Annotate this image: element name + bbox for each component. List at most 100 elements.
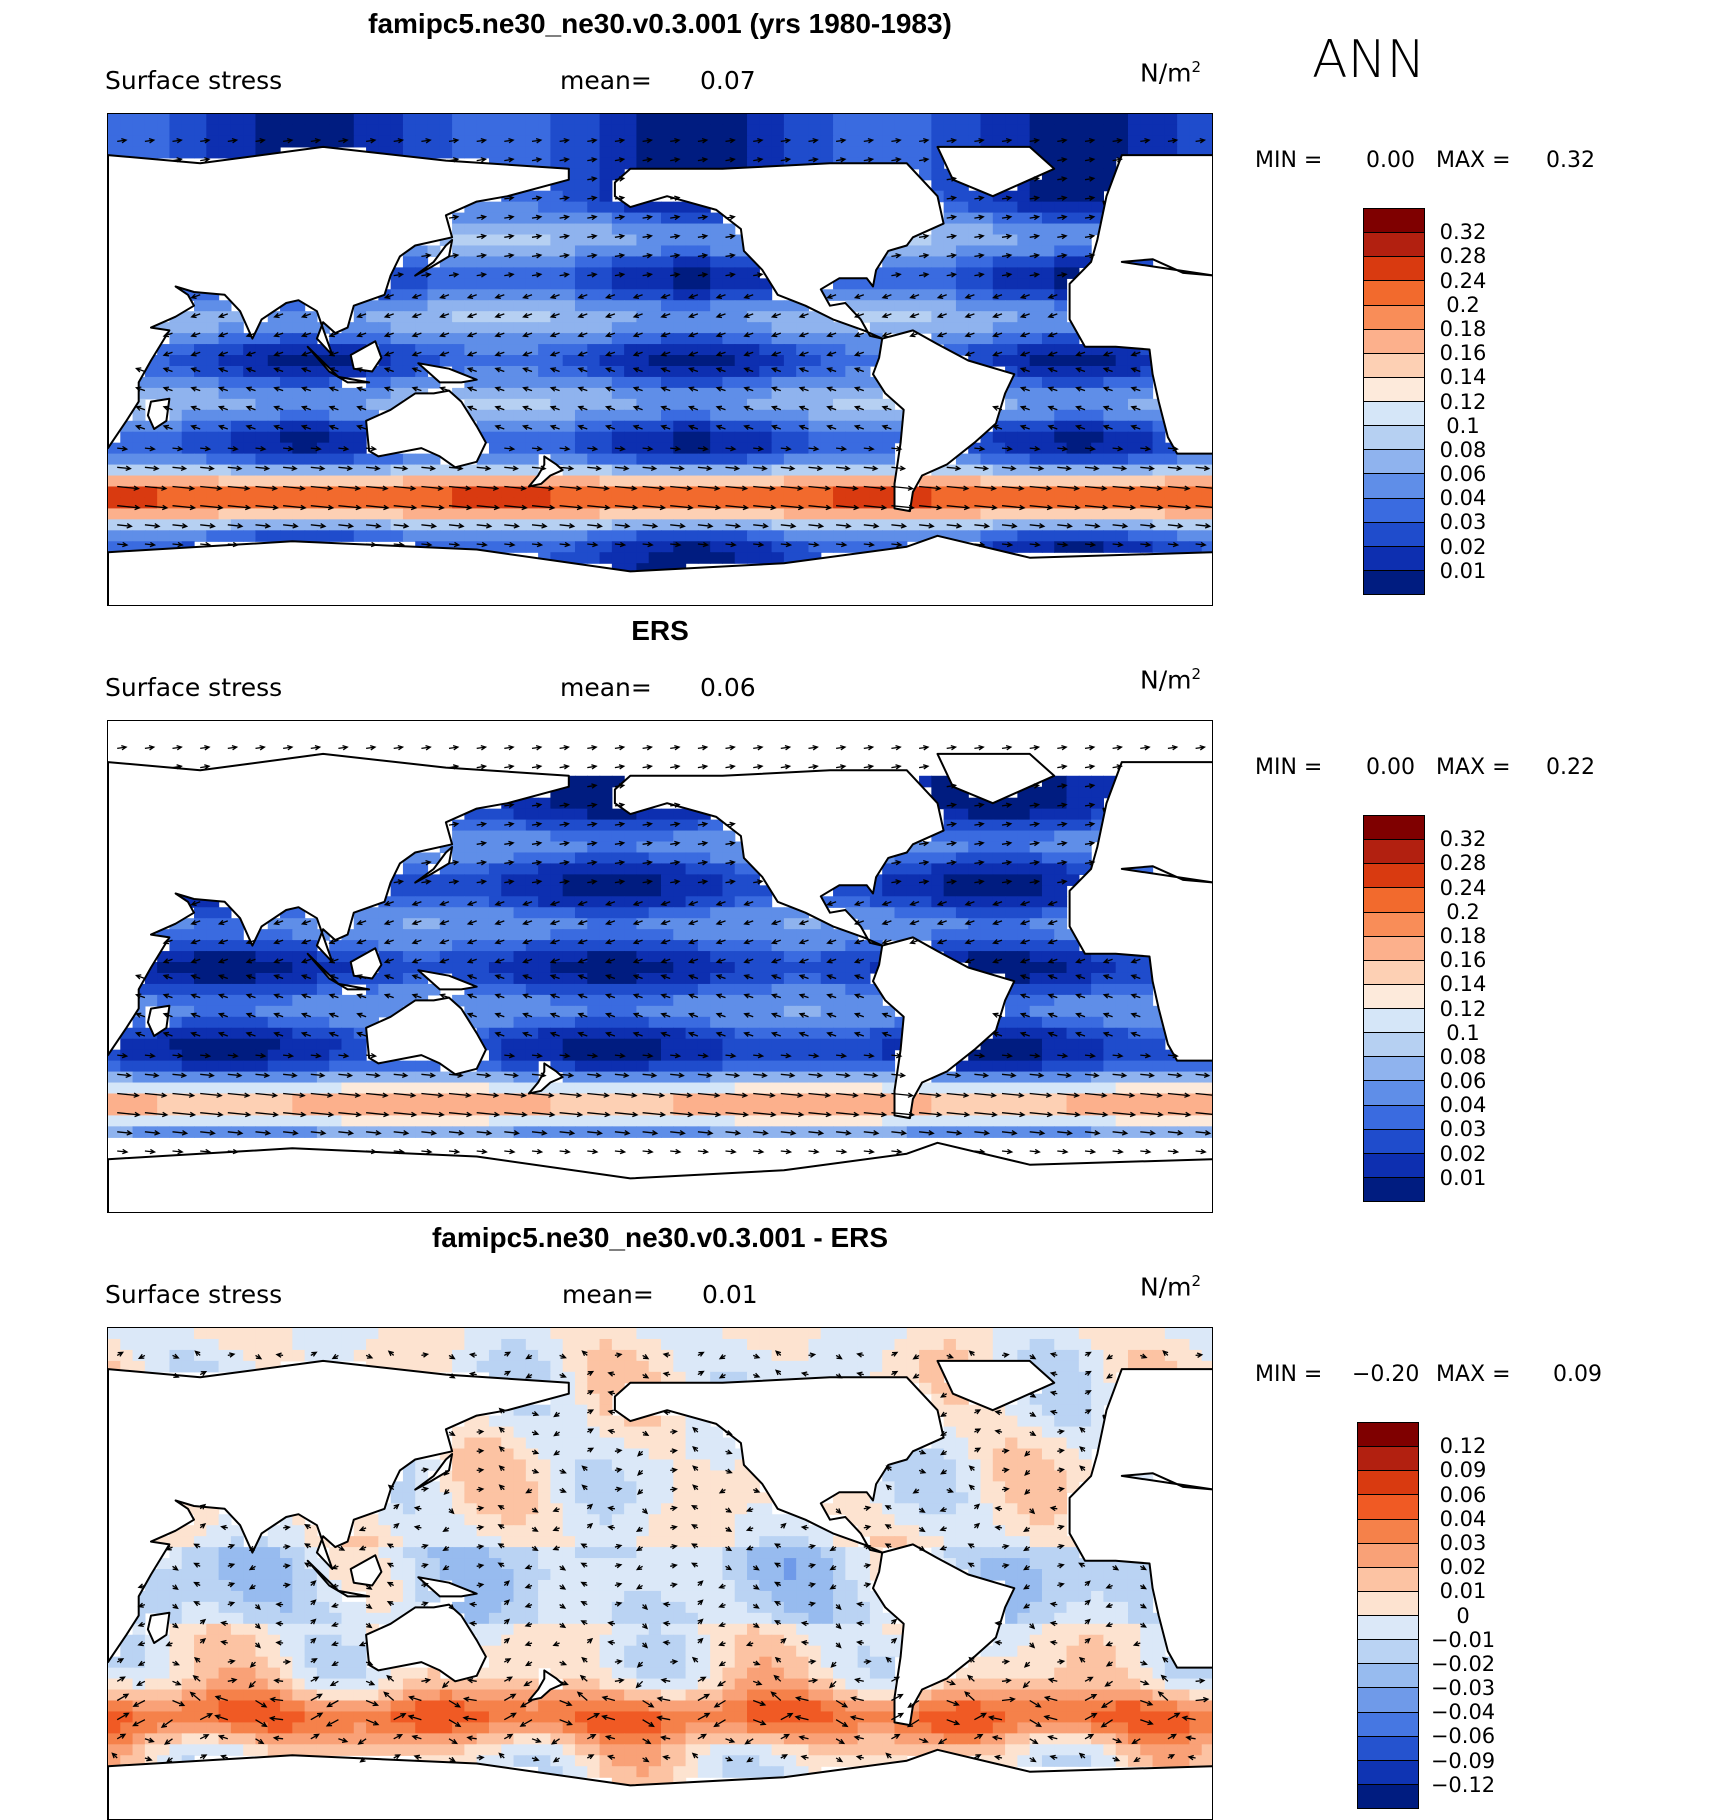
field-cell bbox=[612, 1072, 625, 1084]
field-cell bbox=[858, 508, 871, 520]
field-cell bbox=[784, 344, 797, 356]
field-cell bbox=[1103, 1061, 1116, 1073]
field-cell bbox=[169, 465, 182, 477]
field-cell bbox=[464, 820, 477, 832]
field-cell bbox=[808, 1061, 821, 1073]
field-cell bbox=[968, 497, 981, 509]
field-cell bbox=[1079, 180, 1092, 192]
field-cell bbox=[157, 508, 170, 520]
field-cell bbox=[833, 432, 846, 444]
field-cell bbox=[686, 300, 699, 312]
field-cell bbox=[563, 831, 576, 843]
field-cell bbox=[575, 267, 588, 279]
field-cell bbox=[440, 125, 453, 137]
field-cell bbox=[329, 410, 342, 422]
field-cell bbox=[1189, 497, 1202, 509]
field-cell bbox=[563, 410, 576, 422]
panel-2-variable: Surface stress bbox=[105, 673, 282, 702]
field-cell bbox=[587, 1017, 600, 1029]
field-cell bbox=[169, 1028, 182, 1040]
field-cell bbox=[1103, 410, 1116, 422]
field-cell bbox=[575, 410, 588, 422]
field-cell bbox=[268, 962, 281, 974]
field-cell bbox=[403, 863, 416, 875]
field-cell bbox=[686, 454, 699, 466]
field-cell bbox=[710, 541, 723, 553]
field-cell bbox=[489, 896, 502, 908]
field-cell bbox=[280, 311, 293, 323]
field-cell bbox=[673, 125, 686, 137]
field-cell bbox=[538, 798, 551, 810]
field-cell bbox=[894, 918, 907, 930]
field-cell bbox=[329, 114, 342, 126]
field-cell bbox=[1153, 1083, 1166, 1095]
field-cell bbox=[808, 1083, 821, 1095]
field-cell bbox=[538, 388, 551, 400]
field-cell bbox=[1017, 465, 1030, 477]
field-cell bbox=[808, 399, 821, 411]
field-cell bbox=[366, 465, 379, 477]
field-cell bbox=[919, 508, 932, 520]
field-cell bbox=[1030, 476, 1043, 488]
field-cell bbox=[710, 885, 723, 897]
field-cell bbox=[108, 1093, 121, 1105]
field-cell bbox=[1042, 454, 1055, 466]
field-cell bbox=[649, 388, 662, 400]
field-cell bbox=[686, 530, 699, 542]
field-cell bbox=[784, 421, 797, 433]
field-cell bbox=[354, 410, 367, 422]
field-cell bbox=[673, 399, 686, 411]
field-cell bbox=[833, 1072, 846, 1084]
field-cell bbox=[194, 907, 207, 919]
field-cell bbox=[698, 147, 711, 159]
field-cell bbox=[538, 907, 551, 919]
panel-1-map bbox=[107, 113, 1213, 606]
field-cell bbox=[1017, 256, 1030, 268]
field-cell bbox=[514, 541, 527, 553]
field-cell bbox=[1116, 454, 1129, 466]
field-cell bbox=[587, 147, 600, 159]
field-cell bbox=[722, 465, 735, 477]
field-cell bbox=[1153, 508, 1166, 520]
field-cell bbox=[280, 1072, 293, 1084]
field-cell bbox=[563, 399, 576, 411]
field-cell bbox=[1030, 256, 1043, 268]
field-cell bbox=[956, 798, 969, 810]
field-cell bbox=[489, 874, 502, 886]
field-cell bbox=[587, 831, 600, 843]
field-cell bbox=[759, 530, 772, 542]
field-cell bbox=[440, 962, 453, 974]
field-cell bbox=[120, 1061, 133, 1073]
field-cell bbox=[575, 874, 588, 886]
field-cell bbox=[428, 508, 441, 520]
field-cell bbox=[821, 421, 834, 433]
field-cell bbox=[526, 907, 539, 919]
field-cell bbox=[796, 125, 809, 137]
field-cell bbox=[686, 224, 699, 236]
field-cell bbox=[1079, 530, 1092, 542]
field-cell bbox=[477, 311, 490, 323]
field-cell bbox=[1042, 896, 1055, 908]
field-cell bbox=[292, 995, 305, 1007]
field-cell bbox=[1202, 530, 1213, 542]
field-cell bbox=[268, 1028, 281, 1040]
field-cell bbox=[759, 552, 772, 564]
field-cell bbox=[182, 508, 195, 520]
field-cell bbox=[526, 322, 539, 334]
field-cell bbox=[821, 929, 834, 941]
field-cell bbox=[784, 1028, 797, 1040]
field-cell bbox=[1128, 410, 1141, 422]
field-cell bbox=[1067, 1017, 1080, 1029]
field-cell bbox=[870, 1083, 883, 1095]
field-cell bbox=[1054, 114, 1067, 126]
field-cell bbox=[686, 541, 699, 553]
field-cell bbox=[255, 984, 268, 996]
field-cell bbox=[698, 984, 711, 996]
field-cell bbox=[993, 929, 1006, 941]
field-cell bbox=[1140, 465, 1153, 477]
field-cell bbox=[575, 1061, 588, 1073]
field-cell bbox=[1103, 158, 1116, 170]
field-cell bbox=[378, 136, 391, 148]
field-cell bbox=[1054, 820, 1067, 832]
field-cell bbox=[747, 114, 760, 126]
